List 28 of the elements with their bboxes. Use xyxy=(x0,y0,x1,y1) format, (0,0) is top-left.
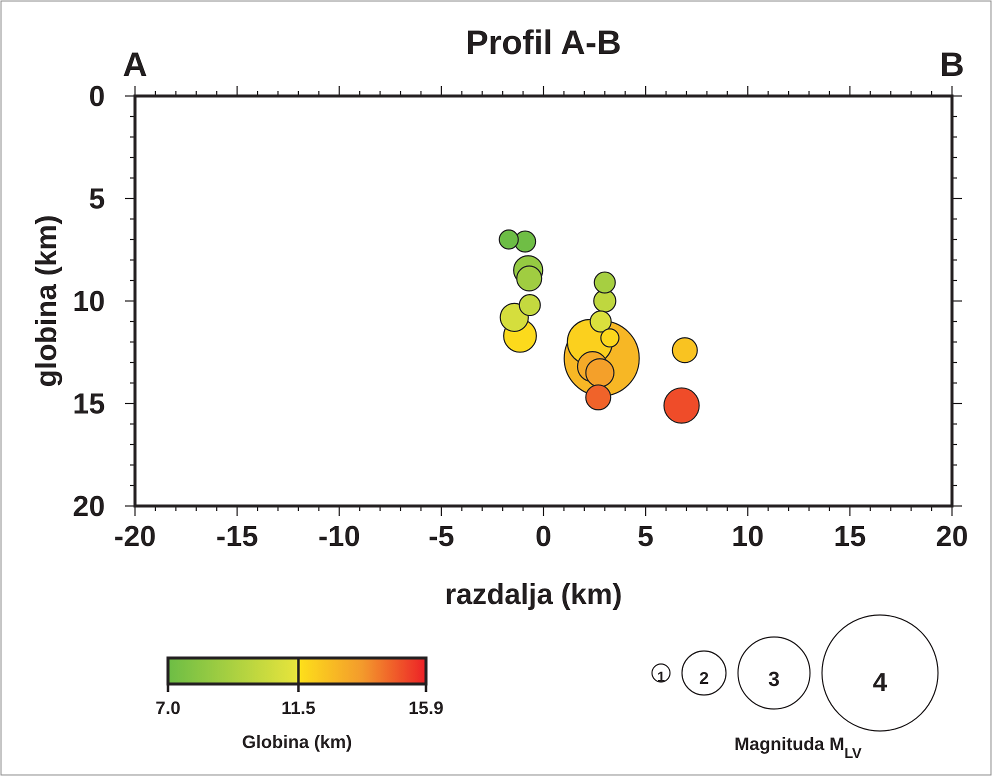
color-bar-label: 11.5 xyxy=(281,698,316,718)
legend-title: Magnituda M$_{LV}$ xyxy=(734,734,862,762)
text: B xyxy=(940,46,964,84)
x-tick-label: 0 xyxy=(535,521,552,553)
color-bar-label: 7.0 xyxy=(155,698,181,718)
chart-title: Profil A-B xyxy=(466,24,622,62)
text: 4 xyxy=(872,668,888,697)
y-tick-label: 5 xyxy=(88,184,105,216)
color-bar-title: Globina (km) xyxy=(242,732,352,752)
x-tick-label: 15 xyxy=(834,521,866,553)
y-tick-label: 10 xyxy=(72,286,105,318)
x-tick-label: -10 xyxy=(318,521,360,553)
x-tick-label: -15 xyxy=(216,521,258,553)
x-tick-label: 20 xyxy=(936,521,968,553)
y-axis-title: globina (km) xyxy=(31,214,63,388)
text: 1 xyxy=(657,668,666,685)
y-tick-label: 15 xyxy=(72,388,105,420)
x-tick-label: -5 xyxy=(428,521,454,553)
x-tick-label: 10 xyxy=(732,521,764,553)
text: A xyxy=(122,46,148,84)
y-tick-label: 0 xyxy=(88,81,105,113)
color-bar-label: 15.9 xyxy=(408,698,444,718)
x-tick-label: -20 xyxy=(114,521,156,553)
text: 3 xyxy=(768,668,780,692)
x-tick-label: 5 xyxy=(638,521,654,553)
x-axis-title: razdalja (km) xyxy=(444,579,622,611)
y-tick-label: 20 xyxy=(72,491,105,523)
text: 2 xyxy=(699,668,709,688)
